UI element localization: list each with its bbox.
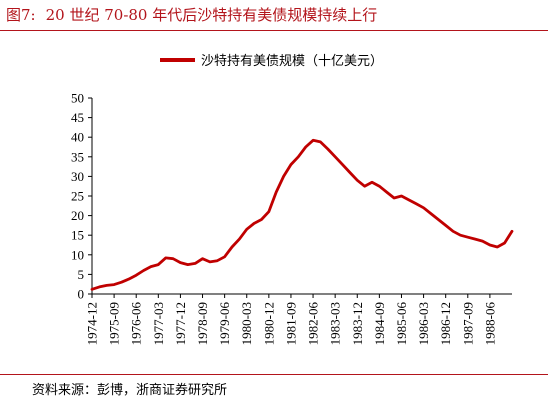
y-tick-label: 35: [71, 149, 84, 164]
x-tick-label: 1986-12: [438, 302, 453, 345]
y-tick-label: 20: [71, 208, 84, 223]
x-tick-label: 1985-06: [394, 302, 409, 346]
chart-axes: 0 5 10 15 20 25 30 35 40 45 50 1974-12 1975-09 1976-0…: [71, 91, 512, 346]
source-divider: [0, 374, 548, 375]
series-line: [90, 138, 514, 291]
figure-title-text: 20 世纪 70-80 年代后沙特持有美债规模持续上行: [45, 6, 378, 24]
x-tick-label: 1988-06: [482, 302, 497, 346]
x-tick-label: 1974-12: [85, 302, 100, 345]
y-tick-label: 5: [78, 267, 85, 282]
plot-area: [90, 138, 514, 291]
x-tick-label: 1975-09: [107, 302, 122, 345]
x-tick-label: 1984-09: [372, 302, 387, 345]
y-tick-label: 40: [71, 130, 84, 145]
x-tick-label: 1982-06: [306, 302, 321, 346]
y-tick-label: 10: [71, 247, 84, 262]
x-tick-label: 1981-09: [283, 302, 298, 345]
x-tick-label: 1980-03: [239, 302, 254, 345]
x-tick-label: 1979-06: [217, 302, 232, 346]
y-tick-label: 25: [71, 189, 84, 204]
x-tick-label: 1978-09: [195, 302, 210, 345]
figure-title: 图7: 20 世纪 70-80 年代后沙特持有美债规模持续上行: [6, 4, 377, 25]
x-tick-label: 1977-12: [173, 302, 188, 345]
x-tick-label: 1983-12: [350, 302, 365, 345]
x-tick-label: 1976-06: [129, 302, 144, 346]
y-tick-label: 0: [78, 287, 85, 302]
x-tick-label: 1986-03: [416, 302, 431, 345]
x-tick-label: 1980-12: [261, 302, 276, 345]
x-tick-label: 1977-03: [151, 302, 166, 345]
source-note: 资料来源：彭博，浙商证券研究所: [32, 383, 228, 398]
y-tick-label: 15: [71, 228, 84, 243]
x-tick-label: 1983-03: [328, 302, 343, 345]
figure-number: 图7:: [6, 6, 36, 24]
y-tick-label: 30: [71, 169, 84, 184]
chart-legend: 沙特持有美债规模（十亿美元）: [160, 54, 383, 69]
x-tick-label: 1987-09: [460, 302, 475, 345]
y-tick-label: 50: [71, 91, 84, 106]
y-tick-label: 45: [71, 110, 84, 125]
legend-label: 沙特持有美债规模（十亿美元）: [201, 54, 383, 69]
title-divider: [0, 30, 548, 31]
